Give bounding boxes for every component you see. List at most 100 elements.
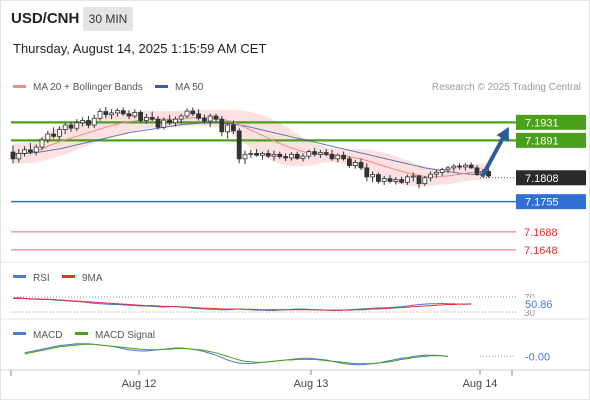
- candle: [16, 148, 22, 163]
- candle: [271, 150, 277, 161]
- macd-signal-legend-label: MACD Signal: [95, 330, 155, 341]
- candle: [370, 171, 376, 183]
- candle-body: [91, 117, 97, 126]
- candle: [161, 117, 167, 130]
- candle-body: [248, 153, 254, 155]
- rsi-tick-30: 30: [524, 308, 536, 319]
- rsi-last-value: 50.86: [525, 299, 553, 311]
- candle-body: [422, 177, 428, 185]
- ma20-line: [13, 117, 489, 178]
- candle-body: [352, 162, 358, 167]
- candle: [277, 151, 283, 159]
- last-price-label: 7.1808: [525, 173, 559, 185]
- candle-body: [236, 130, 242, 160]
- candle-body: [283, 156, 289, 159]
- candle: [433, 169, 439, 178]
- pivot-tag-3: [516, 194, 586, 210]
- rsi-legend: RSI 9MA: [13, 273, 103, 284]
- candle-body: [190, 110, 196, 115]
- macd-series-1: [24, 343, 449, 365]
- candle-body: [242, 153, 248, 160]
- interval-badge[interactable]: 30 MIN: [83, 7, 133, 31]
- copyright-label: Research © 2025 Trading Central: [432, 82, 581, 93]
- candle: [462, 163, 468, 171]
- candle: [80, 117, 85, 127]
- candle-body: [300, 155, 306, 159]
- candle-body: [387, 178, 393, 182]
- candle: [120, 107, 126, 116]
- candle: [86, 116, 91, 129]
- candle-body: [184, 110, 190, 117]
- candle: [445, 166, 451, 174]
- candle: [219, 116, 225, 137]
- candle: [352, 159, 358, 169]
- candle-body: [341, 154, 347, 160]
- moving-averages: [12, 117, 489, 178]
- candle-body: [167, 119, 173, 124]
- candle-body: [126, 113, 132, 117]
- candle-body: [68, 124, 74, 129]
- candle-body: [399, 179, 405, 183]
- candle-body: [486, 171, 492, 177]
- x-tick-label: Aug 13: [294, 378, 329, 390]
- candle-body: [74, 122, 80, 129]
- candle: [155, 116, 161, 130]
- candle: [312, 148, 318, 157]
- candle-body: [404, 176, 410, 183]
- candle: [381, 175, 387, 185]
- candle-body: [143, 116, 149, 121]
- rsi-series-0: [12, 297, 472, 311]
- candle-body: [132, 112, 138, 117]
- candle: [248, 149, 254, 158]
- candle: [213, 113, 219, 122]
- x-axis: Aug 12 Aug 13 Aug 14: [10, 370, 513, 390]
- candle-body: [254, 153, 260, 156]
- candle-body: [103, 111, 109, 116]
- candle: [45, 130, 51, 144]
- candle-body: [306, 151, 312, 157]
- candle: [387, 175, 393, 184]
- rsi-legend-label: RSI: [33, 273, 50, 284]
- macd-panel: -0.00: [24, 343, 550, 366]
- candle-body: [445, 167, 451, 171]
- candle-body: [86, 120, 91, 126]
- candle-body: [201, 117, 207, 122]
- candle: [51, 127, 56, 139]
- candle-body: [428, 173, 434, 179]
- candle-body: [265, 153, 271, 157]
- candle-body: [451, 165, 457, 169]
- candle-body: [294, 153, 300, 159]
- candle-body: [39, 139, 45, 148]
- candle: [132, 109, 138, 119]
- candle: [167, 114, 173, 126]
- candle: [294, 151, 300, 160]
- support-label-4: 7.1688: [524, 227, 558, 239]
- candle-body: [312, 151, 318, 155]
- candle: [230, 120, 236, 135]
- candle: [68, 121, 74, 132]
- ma50-legend-label: MA 50: [175, 82, 204, 93]
- candle-body: [433, 171, 439, 175]
- candle-body: [33, 146, 39, 153]
- candle-body: [416, 175, 422, 185]
- scenario-arrow-head: [496, 127, 509, 142]
- candle: [375, 172, 381, 184]
- candle-body: [161, 119, 167, 128]
- pivot-label-3: 7.1755: [525, 197, 559, 209]
- candle-body: [271, 153, 277, 157]
- candle-body: [439, 169, 445, 173]
- ma50-legend-swatch: [155, 85, 168, 88]
- candle-body: [225, 124, 231, 133]
- candle: [410, 172, 416, 182]
- candle: [143, 113, 149, 124]
- candle: [149, 111, 155, 121]
- candle-body: [45, 133, 51, 141]
- candle-body: [109, 112, 114, 116]
- candle-body: [358, 162, 364, 169]
- candle-body: [155, 118, 161, 128]
- candle: [236, 128, 242, 164]
- candle-body: [288, 153, 294, 159]
- candle: [27, 143, 33, 155]
- candle: [57, 126, 62, 140]
- candle: [138, 110, 144, 123]
